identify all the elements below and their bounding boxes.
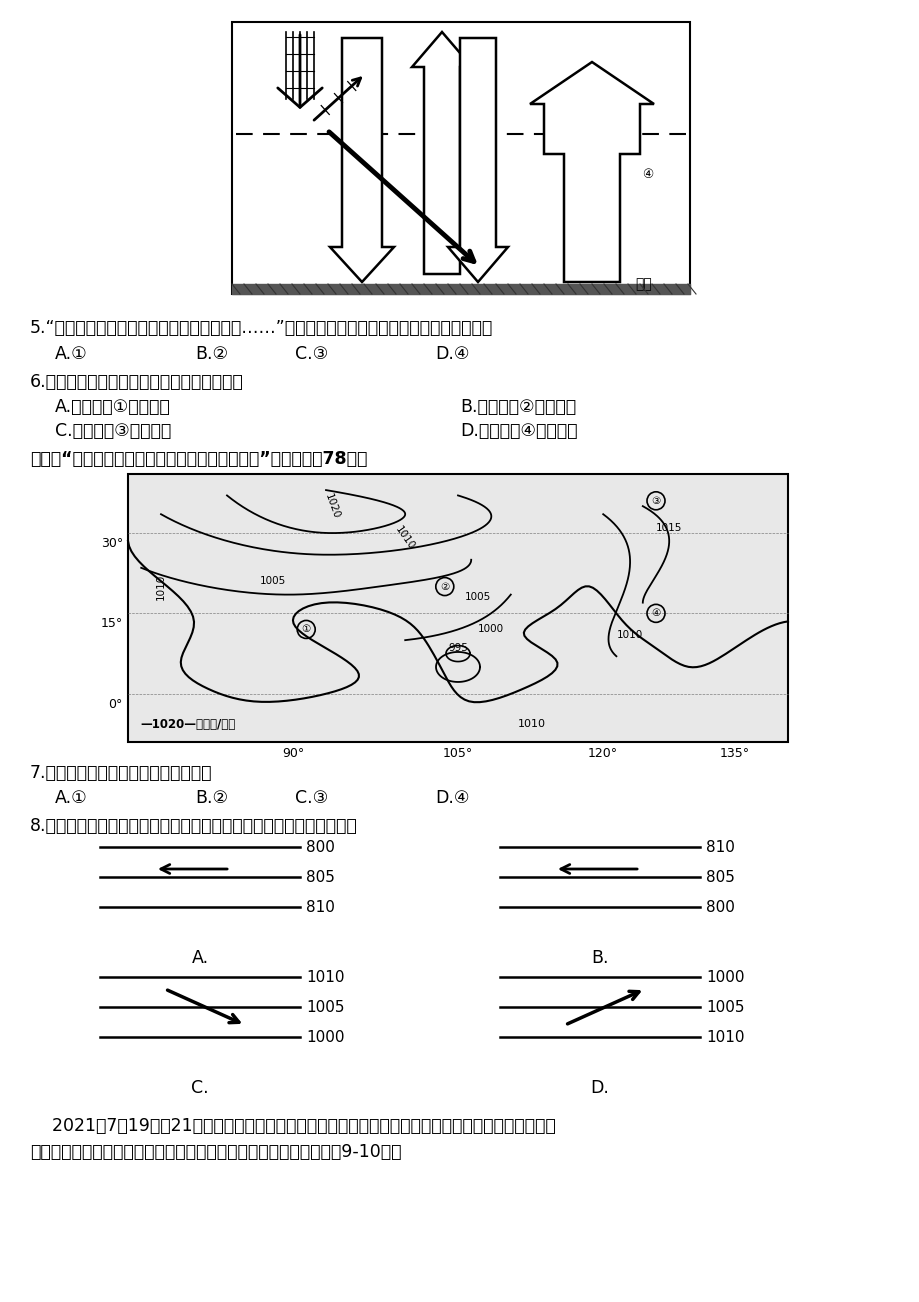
Text: ①: ①	[301, 625, 311, 634]
Text: A.地面吸收①辐射增多: A.地面吸收①辐射增多	[55, 398, 171, 417]
Text: C.地面吸收③辐射减少: C.地面吸收③辐射减少	[55, 422, 171, 440]
Text: 伤亡及财产损失。读城市水循环示意图和城市透水性人行道图。完成9-10题。: 伤亡及财产损失。读城市水循环示意图和城市透水性人行道图。完成9-10题。	[30, 1143, 401, 1161]
Bar	[128, 474, 788, 742]
Text: A.①: A.①	[55, 345, 87, 363]
Text: ①: ①	[357, 267, 369, 280]
Text: 1000: 1000	[306, 1030, 344, 1044]
Text: 地面: 地面	[634, 277, 651, 292]
Text: B.②: B.②	[195, 345, 228, 363]
Text: 30°: 30°	[101, 536, 123, 549]
Text: A.①: A.①	[55, 789, 87, 807]
Text: 995: 995	[448, 643, 468, 654]
Text: 15°: 15°	[101, 617, 123, 630]
Text: 105°: 105°	[442, 747, 472, 760]
Text: A.: A.	[191, 949, 209, 967]
Text: 1010: 1010	[156, 573, 165, 600]
Polygon shape	[412, 33, 471, 273]
Text: B.: B.	[591, 949, 608, 967]
Text: ③: ③	[473, 267, 484, 280]
Text: 0°: 0°	[108, 698, 123, 711]
Text: 1015: 1015	[655, 522, 682, 533]
Text: C.③: C.③	[295, 345, 328, 363]
Polygon shape	[529, 62, 653, 283]
Text: 1005: 1005	[260, 577, 286, 586]
Text: 805: 805	[306, 870, 335, 884]
Text: 1000: 1000	[705, 970, 743, 984]
Text: 800: 800	[306, 840, 335, 854]
Text: 90°: 90°	[281, 747, 304, 760]
Text: 135°: 135°	[720, 747, 750, 760]
Text: 1010: 1010	[616, 630, 642, 639]
Text: —1020—等压线/百帕: —1020—等压线/百帕	[140, 717, 235, 730]
Polygon shape	[330, 38, 393, 283]
Text: 805: 805	[705, 870, 734, 884]
Text: C.: C.	[191, 1079, 209, 1098]
Text: ②: ②	[437, 246, 448, 259]
Text: 1000: 1000	[477, 625, 504, 634]
Text: 800: 800	[705, 900, 734, 914]
Text: 7.下列四地中，吹偏南风的是（　　）: 7.下列四地中，吹偏南风的是（ ）	[30, 764, 212, 783]
Text: 120°: 120°	[587, 747, 618, 760]
Text: D.: D.	[590, 1079, 608, 1098]
Text: 1010: 1010	[517, 719, 545, 729]
Text: D.④: D.④	[435, 345, 469, 363]
Text: ④: ④	[651, 608, 660, 618]
Text: D.大气吸收④辐射增多: D.大气吸收④辐射增多	[460, 422, 577, 440]
Text: 6.大气中二氧化碳含量增多，会导致（　　）: 6.大气中二氧化碳含量增多，会导致（ ）	[30, 372, 244, 391]
Polygon shape	[448, 38, 507, 283]
Text: D.④: D.④	[435, 789, 469, 807]
Text: ④: ④	[641, 168, 652, 181]
Text: 8.下列各风向示意图中（单位：百帕），表示南半球高空的是（　　）: 8.下列各风向示意图中（单位：百帕），表示南半球高空的是（ ）	[30, 816, 357, 835]
FancyArrowPatch shape	[278, 35, 322, 107]
Text: C.③: C.③	[295, 789, 328, 807]
Text: ③: ③	[651, 496, 660, 505]
Text: 大气上界: 大气上界	[605, 117, 638, 132]
Text: 1005: 1005	[306, 1000, 344, 1014]
Text: 1005: 1005	[705, 1000, 743, 1014]
Text: 1005: 1005	[464, 592, 491, 603]
Text: B.②: B.②	[195, 789, 228, 807]
Text: 1010: 1010	[393, 525, 416, 552]
Text: ②: ②	[439, 582, 449, 591]
Text: 810: 810	[306, 900, 335, 914]
Text: 下图为“亚欧大陆某时刻海平面等压线分布示意图”。读图完成78题。: 下图为“亚欧大陆某时刻海平面等压线分布示意图”。读图完成78题。	[30, 450, 367, 467]
Text: 1010: 1010	[705, 1030, 743, 1044]
Text: 1010: 1010	[306, 970, 344, 984]
Text: 2021年7月19日至21日，河南省中北部出现特大暴雨，郑州城区出现严重内涝，造成较为重大的人员: 2021年7月19日至21日，河南省中北部出现特大暴雨，郑州城区出现严重内涝，造…	[30, 1117, 555, 1135]
Bar	[232, 22, 689, 294]
Text: 810: 810	[705, 840, 734, 854]
Text: B.大气吸收②辐射减少: B.大气吸收②辐射减少	[460, 398, 575, 417]
Text: 5.“在麦田边点起一堆一堆的柴草，浓烟滚滚……”其作用与图中所示箭头对应正确的是（　　）: 5.“在麦田边点起一堆一堆的柴草，浓烟滚滚……”其作用与图中所示箭头对应正确的是…	[30, 319, 493, 337]
Text: 1020: 1020	[323, 492, 342, 521]
